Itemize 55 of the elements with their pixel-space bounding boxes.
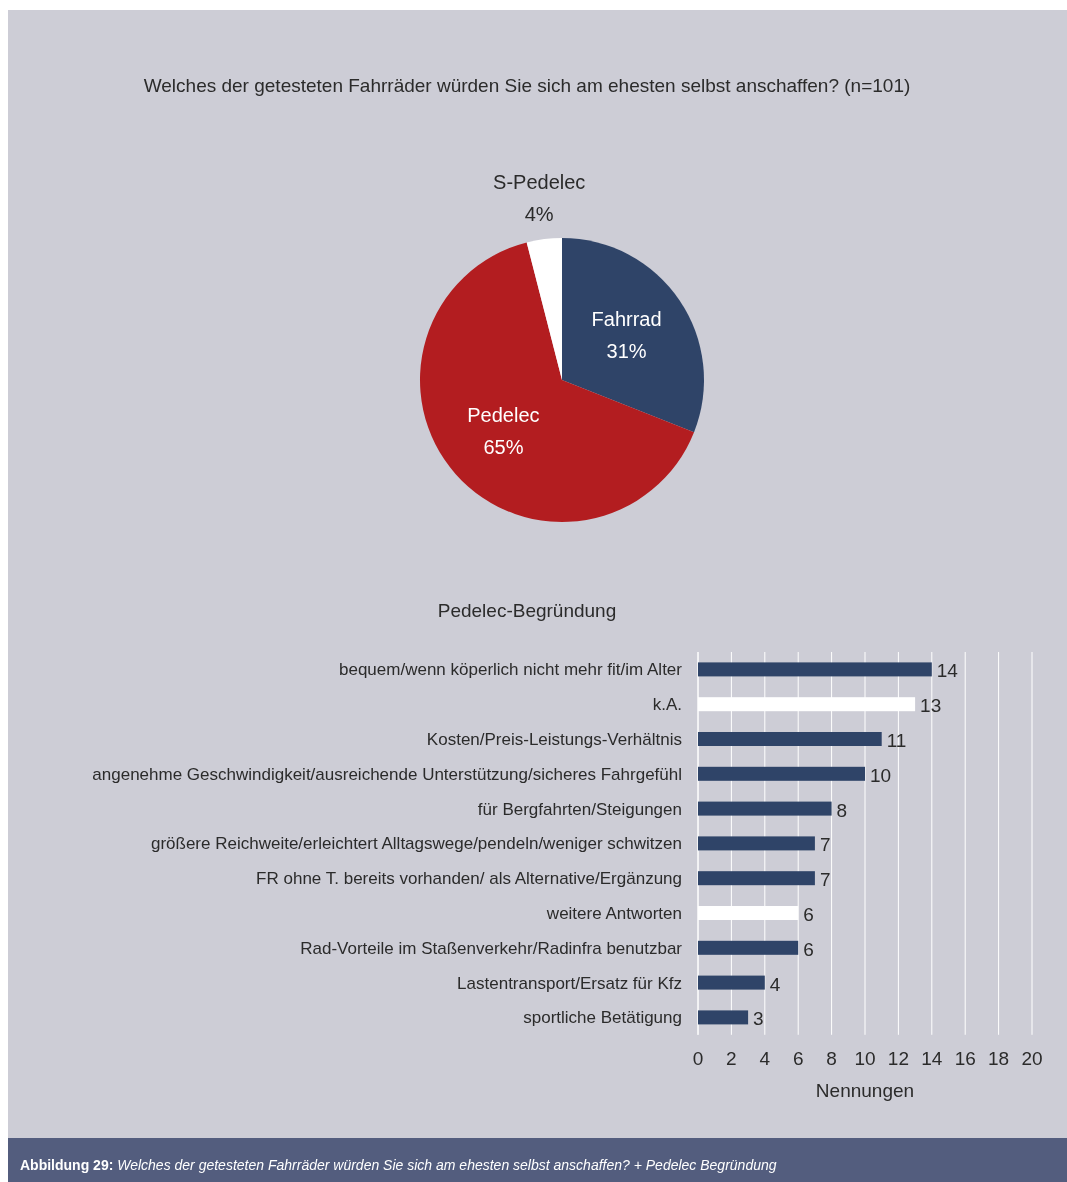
x-tick-label: 0 <box>692 1047 704 1069</box>
pie-slice <box>526 238 562 380</box>
bar <box>698 871 815 886</box>
y-tick-label: Lastentransport/Ersatz für Kfz <box>457 973 682 993</box>
bar <box>698 940 799 955</box>
x-tick-label: 18 <box>988 1047 1010 1069</box>
data-label: 3 <box>753 1008 764 1030</box>
x-tick-label: 16 <box>954 1047 976 1069</box>
slice-label: Pedelec <box>467 403 540 426</box>
text: Pedelec-Begründung <box>437 600 617 621</box>
y-tick-label: angenehme Geschwindigkeit/ausreichende Unterstützung/sicheres Fahrgefühl <box>92 764 682 784</box>
data-label: 6 <box>803 938 814 960</box>
data-label: 14 <box>936 660 959 682</box>
text: Abbildung 29: Welches der getesteten Fahrräder würden Sie sich am ehesten selbst anschaffen? + Pedelec Begründung <box>20 1157 777 1173</box>
data-label: 11 <box>886 730 907 751</box>
x-tick-label: 8 <box>826 1047 837 1069</box>
y-tick-label: bequem/wenn köperlich nicht mehr fit/im Alter <box>339 660 683 680</box>
pie-slice <box>420 242 695 522</box>
y-tick-label: für Bergfahrten/Steigungen <box>477 799 682 819</box>
chart-title: Welches der getesteten Fahrräder würden Sie sich am ehesten selbst anschaffen? (n=101) <box>143 75 911 96</box>
data-label: 65% <box>483 435 524 458</box>
bar <box>698 836 815 851</box>
x-tick-label: 12 <box>887 1047 909 1069</box>
x-tick-label: 4 <box>759 1047 771 1069</box>
data-label: 31% <box>606 340 647 363</box>
slice-label: S-Pedelec <box>493 171 586 194</box>
x-tick-label: 2 <box>726 1047 737 1069</box>
data-label: 6 <box>803 904 814 925</box>
y-tick-label: k.A. <box>652 695 682 715</box>
data-label: 7 <box>819 834 831 856</box>
x-tick-label: 20 <box>1021 1047 1043 1069</box>
bar <box>698 662 932 677</box>
data-label: 4 <box>769 973 781 995</box>
x-axis-title: Nennungen <box>815 1079 915 1101</box>
data-label: 13 <box>920 695 942 717</box>
bar <box>698 975 765 990</box>
y-tick-label: FR ohne T. bereits vorhanden/ als Alternative/Ergänzung <box>256 869 682 889</box>
bar <box>698 1010 749 1025</box>
slice-label: Fahrrad <box>591 308 662 331</box>
bar <box>698 766 865 781</box>
data-label: 8 <box>836 799 848 821</box>
bar <box>698 732 882 746</box>
y-tick-label: sportliche Betätigung <box>523 1008 682 1028</box>
data-label: 7 <box>819 869 831 891</box>
pie-slice <box>562 238 704 433</box>
y-tick-label: größere Reichweite/erleichtert Alltagswege/pendeln/weniger schwitzen <box>150 834 682 854</box>
data-label: 10 <box>870 764 892 786</box>
x-tick-label: 14 <box>921 1047 943 1069</box>
bar <box>698 801 832 816</box>
y-tick-label: Rad-Vorteile im Staßenverkehr/Radinfra benutzbar <box>300 938 683 958</box>
x-tick-label: 6 <box>792 1047 804 1069</box>
data-label: 4% <box>524 203 554 226</box>
y-tick-label: Kosten/Preis-Leistungs-Verhältnis <box>426 730 682 749</box>
x-tick-label: 10 <box>854 1047 876 1069</box>
y-tick-label: weitere Antworten <box>545 904 682 923</box>
